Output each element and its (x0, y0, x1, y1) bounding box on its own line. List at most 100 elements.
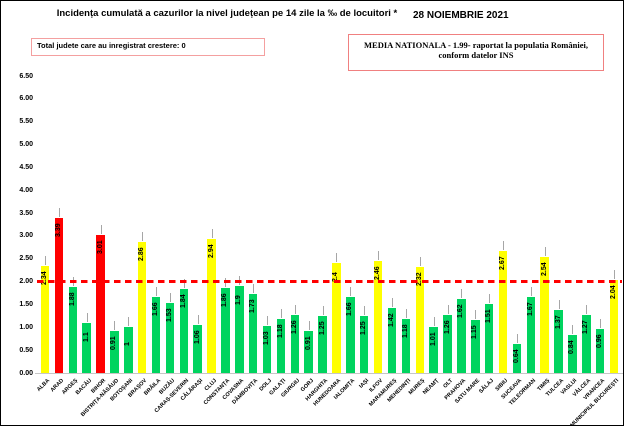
bar-leader-line (294, 305, 296, 315)
bar (304, 331, 313, 373)
bar (248, 293, 258, 373)
bar-value-label: 2.54 (540, 262, 548, 276)
bar (124, 327, 133, 373)
bar-leader-line (378, 250, 380, 260)
bar (582, 314, 591, 373)
bar (484, 304, 494, 373)
bar-value-label: 0.96 (596, 334, 604, 349)
y-tick-label: 1.00 (19, 323, 33, 331)
bar-leader-line (114, 321, 116, 331)
bar-leader-line (156, 287, 158, 297)
bar (96, 235, 105, 373)
y-tick-label: 6.00 (19, 95, 33, 103)
bar (221, 288, 230, 373)
bar-value-label: 1.66 (346, 302, 354, 317)
bar-leader-line (45, 256, 46, 266)
bar (151, 297, 161, 373)
bar (554, 310, 563, 373)
bar-value-label: 3.01 (96, 240, 104, 255)
national-average-line (37, 280, 622, 283)
bar (568, 334, 577, 373)
national-average-line1: MEDIA NATIONALA - 1.99- raportat la popu… (364, 40, 588, 50)
bar-leader-line (447, 305, 449, 315)
y-tick-label: 3.00 (19, 232, 33, 240)
bar-value-label: 1.53 (165, 308, 173, 323)
national-average-box: MEDIA NATIONALA - 1.99- raportat la popu… (348, 34, 604, 71)
bar-leader-line (419, 256, 421, 266)
bar-value-label: 1.25 (318, 321, 326, 335)
bar-leader-line (586, 304, 588, 314)
bar (276, 319, 286, 373)
bar-leader-line (530, 286, 532, 296)
y-tick-label: 6.50 (19, 72, 33, 80)
bar-value-label: 2.4 (332, 272, 340, 283)
x-axis-line (35, 373, 623, 374)
bar-leader-line (503, 241, 505, 250)
y-tick-label: 1.50 (19, 300, 33, 308)
bar-value-label: 1.73 (249, 299, 257, 313)
bar (359, 315, 369, 373)
bar (471, 320, 480, 373)
bar (387, 308, 397, 373)
bar-value-label: 1.26 (443, 320, 451, 335)
bar-leader-line (197, 314, 199, 324)
bar-value-label: 1.62 (457, 304, 465, 318)
bar (290, 315, 300, 373)
bar-leader-line (516, 333, 518, 343)
bar-value-label: 1.26 (290, 320, 298, 335)
growth-counter-label: Total judete care au inregistrat crester… (37, 41, 186, 50)
bar-value-label: 1.37 (554, 315, 562, 330)
bar-leader-line (86, 312, 88, 322)
bar (512, 343, 522, 373)
bar-leader-line (405, 309, 407, 319)
bar-value-label: 2.46 (374, 265, 382, 280)
bar-leader-line (614, 269, 616, 279)
bar-leader-line (280, 309, 282, 319)
bar-leader-line (350, 287, 352, 297)
bar-value-label: 1.15 (471, 325, 479, 340)
bar-leader-line (211, 228, 213, 238)
bar-leader-line (364, 305, 366, 315)
bar-leader-line (392, 298, 393, 308)
bar-value-label: 2.94 (207, 244, 215, 258)
bar (110, 331, 119, 373)
y-tick-label: 5.00 (19, 141, 33, 149)
report-date: 28 NOIEMBRIE 2021 (413, 10, 509, 21)
bar-value-label: 1.01 (429, 332, 437, 346)
bar-value-label: 1.1 (82, 332, 90, 342)
bar (207, 238, 216, 373)
bar-leader-line (267, 315, 269, 325)
y-tick-label: 2.50 (19, 255, 33, 263)
bar-value-label: 1.18 (276, 324, 284, 339)
bar-leader-line (475, 310, 477, 320)
bar (68, 287, 77, 373)
bar-leader-line (169, 293, 171, 303)
bar (346, 297, 355, 373)
bar (457, 298, 466, 373)
bar (137, 242, 147, 373)
bar-value-label: 0.91 (304, 336, 312, 351)
y-tick-label: 0.00 (19, 369, 33, 377)
bar (526, 296, 536, 373)
bar-leader-line (308, 321, 310, 331)
bar-leader-line (433, 316, 435, 326)
bar (165, 303, 175, 373)
bar (179, 288, 189, 373)
bar-leader-line (572, 324, 574, 334)
bar-leader-line (253, 283, 255, 293)
bar (40, 266, 50, 373)
bar (373, 260, 383, 373)
bar (443, 315, 452, 373)
y-tick-label: 4.00 (19, 186, 33, 194)
bar (262, 325, 272, 373)
y-tick-label: 0.50 (19, 346, 33, 354)
chart-title: Incidența cumulată a cazurilor la nivel … (56, 8, 398, 19)
bar (415, 266, 424, 373)
bar-value-label: 1.27 (582, 320, 590, 334)
bar-value-label: 2.67 (499, 256, 507, 270)
bar (235, 286, 244, 373)
bar-value-label: 1.03 (263, 331, 271, 345)
bar-leader-line (100, 225, 102, 235)
